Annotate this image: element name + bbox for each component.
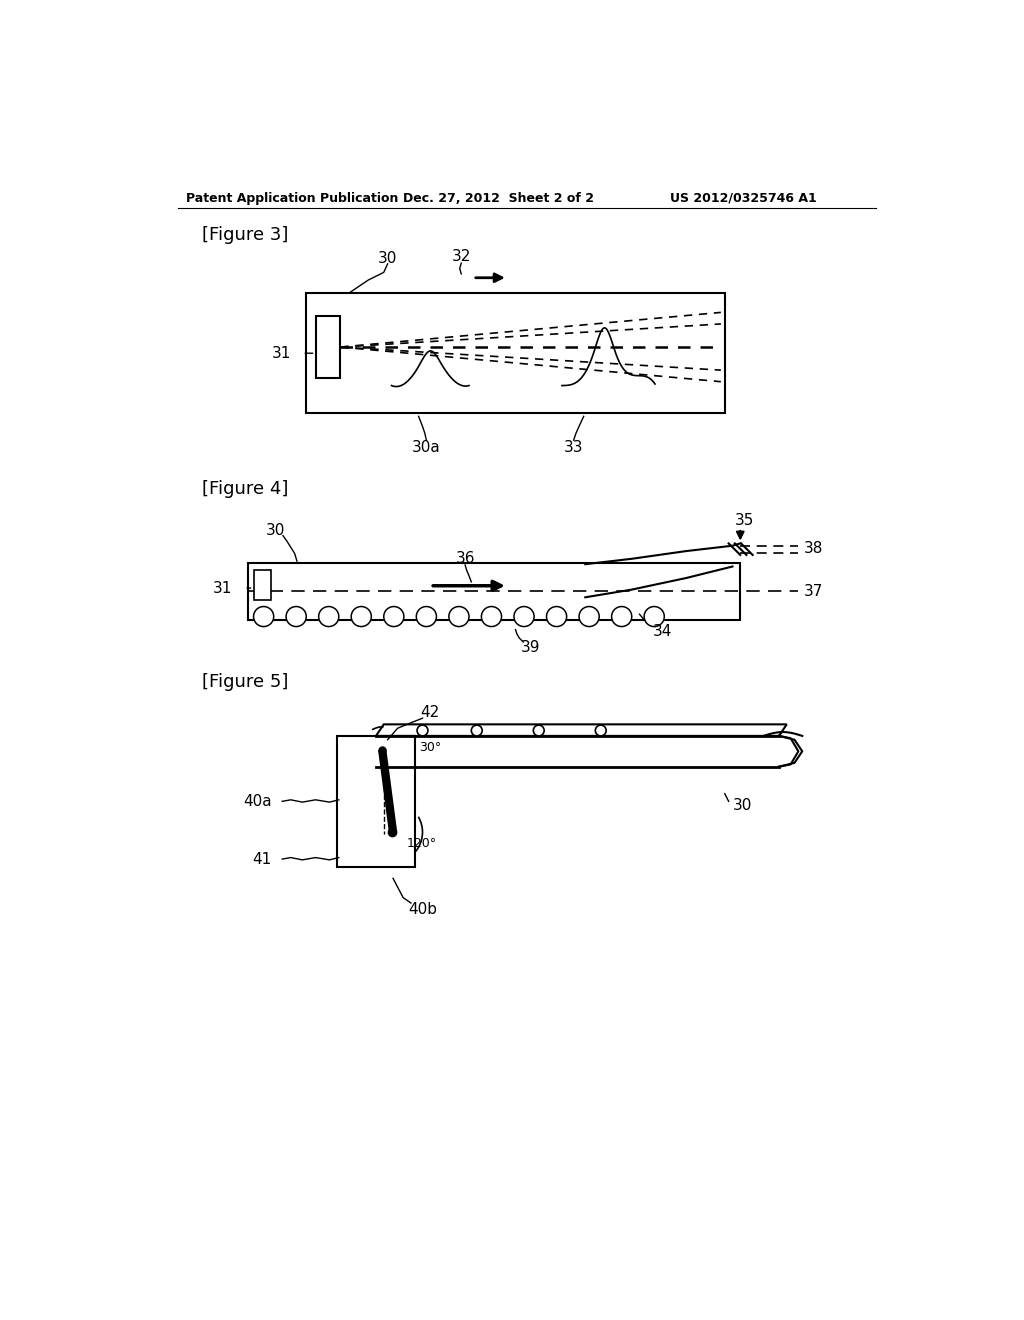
Circle shape <box>644 607 665 627</box>
Text: 30: 30 <box>732 797 752 813</box>
Text: [Figure 5]: [Figure 5] <box>202 673 288 690</box>
Bar <box>248 562 740 620</box>
Circle shape <box>351 607 372 627</box>
Circle shape <box>481 607 502 627</box>
Text: 35: 35 <box>734 512 754 528</box>
Text: Patent Application Publication: Patent Application Publication <box>186 191 398 205</box>
Text: 30: 30 <box>378 251 397 267</box>
Text: [Figure 4]: [Figure 4] <box>202 480 288 499</box>
Text: 41: 41 <box>252 851 271 867</box>
Text: 30: 30 <box>265 523 285 537</box>
Circle shape <box>417 725 428 737</box>
Text: 42: 42 <box>421 705 440 721</box>
Text: [Figure 3]: [Figure 3] <box>202 227 288 244</box>
Text: 38: 38 <box>804 541 823 556</box>
Circle shape <box>318 607 339 627</box>
Text: 34: 34 <box>653 624 673 639</box>
Text: 30°: 30° <box>419 741 441 754</box>
Bar <box>254 570 271 601</box>
Circle shape <box>384 607 403 627</box>
Text: 40b: 40b <box>408 902 437 916</box>
Circle shape <box>611 607 632 627</box>
Text: US 2012/0325746 A1: US 2012/0325746 A1 <box>671 191 817 205</box>
Circle shape <box>547 607 566 627</box>
Circle shape <box>449 607 469 627</box>
Text: 31: 31 <box>271 346 291 360</box>
Text: 37: 37 <box>804 583 823 599</box>
Text: 36: 36 <box>456 552 475 566</box>
Text: 40a: 40a <box>243 793 271 809</box>
Circle shape <box>286 607 306 627</box>
Circle shape <box>534 725 544 737</box>
Circle shape <box>579 607 599 627</box>
Bar <box>315 317 340 378</box>
Circle shape <box>595 725 606 737</box>
Text: Dec. 27, 2012  Sheet 2 of 2: Dec. 27, 2012 Sheet 2 of 2 <box>403 191 594 205</box>
Circle shape <box>471 725 482 737</box>
Text: 32: 32 <box>452 249 471 264</box>
Circle shape <box>417 607 436 627</box>
Text: 120°: 120° <box>407 837 437 850</box>
Text: 39: 39 <box>521 640 541 655</box>
Bar <box>306 293 725 412</box>
Text: 31: 31 <box>213 581 232 595</box>
Circle shape <box>514 607 535 627</box>
Circle shape <box>254 607 273 627</box>
Text: 30a: 30a <box>412 440 440 454</box>
Bar <box>337 737 415 867</box>
Text: 33: 33 <box>564 440 584 454</box>
